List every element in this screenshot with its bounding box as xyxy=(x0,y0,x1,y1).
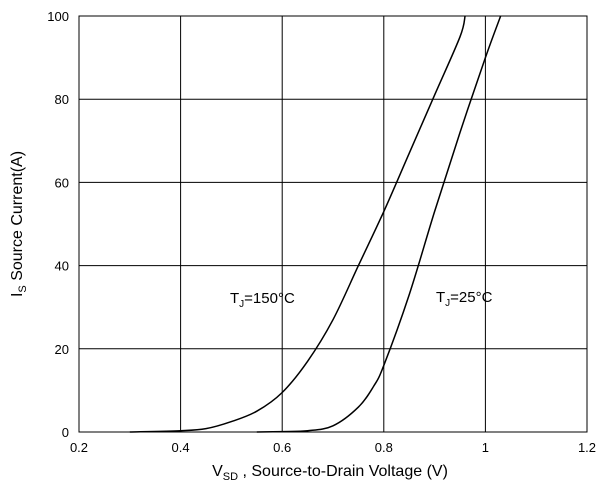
y-tick-label: 0 xyxy=(62,425,69,440)
curves xyxy=(129,15,502,433)
x-tick-label: 0.4 xyxy=(172,440,190,455)
series-line-150c xyxy=(129,15,466,433)
x-tick-label: 0.6 xyxy=(273,440,291,455)
series-label-25c-sub: J xyxy=(445,298,450,309)
y-axis-title-main: I xyxy=(9,293,26,297)
y-tick-labels: 0 20 40 60 80 100 xyxy=(47,9,69,440)
x-tick-label: 1.2 xyxy=(578,440,596,455)
x-tick-label: 0.8 xyxy=(375,440,393,455)
y-tick-label: 40 xyxy=(55,259,69,274)
x-axis-title-main: V xyxy=(212,463,223,480)
series-line-25c xyxy=(256,15,502,433)
grid xyxy=(78,15,588,433)
series-label-25c: TJ=25°C xyxy=(436,289,493,309)
series-label-25c-pre: T xyxy=(436,289,445,306)
series-label-150c-post: =150°C xyxy=(244,290,295,307)
x-axis-title: VSD , Source-to-Drain Voltage (V) xyxy=(212,463,448,483)
x-tick-labels: 0.2 0.4 0.6 0.8 1 1.2 xyxy=(70,440,596,455)
y-tick-label: 80 xyxy=(55,92,69,107)
y-tick-label: 60 xyxy=(55,175,69,190)
y-tick-label: 100 xyxy=(47,9,69,24)
x-axis-title-sub: SD xyxy=(223,471,238,483)
y-tick-label: 20 xyxy=(55,342,69,357)
y-axis-title-sub: S xyxy=(17,285,29,292)
series-label-150c-pre: T xyxy=(230,290,239,307)
series-label-25c-post: =25°C xyxy=(450,289,492,306)
x-tick-label: 1 xyxy=(482,440,489,455)
plot-frame xyxy=(78,15,588,433)
x-tick-label: 0.2 xyxy=(70,440,88,455)
series-label-150c-sub: J xyxy=(239,299,244,310)
x-axis-title-rest: , Source-to-Drain Voltage (V) xyxy=(238,463,448,480)
y-axis-title-rest: Source Current(A) xyxy=(9,151,26,285)
series-label-150c: TJ=150°C xyxy=(230,290,295,310)
y-axis-title: IS Source Current(A) xyxy=(9,151,29,297)
